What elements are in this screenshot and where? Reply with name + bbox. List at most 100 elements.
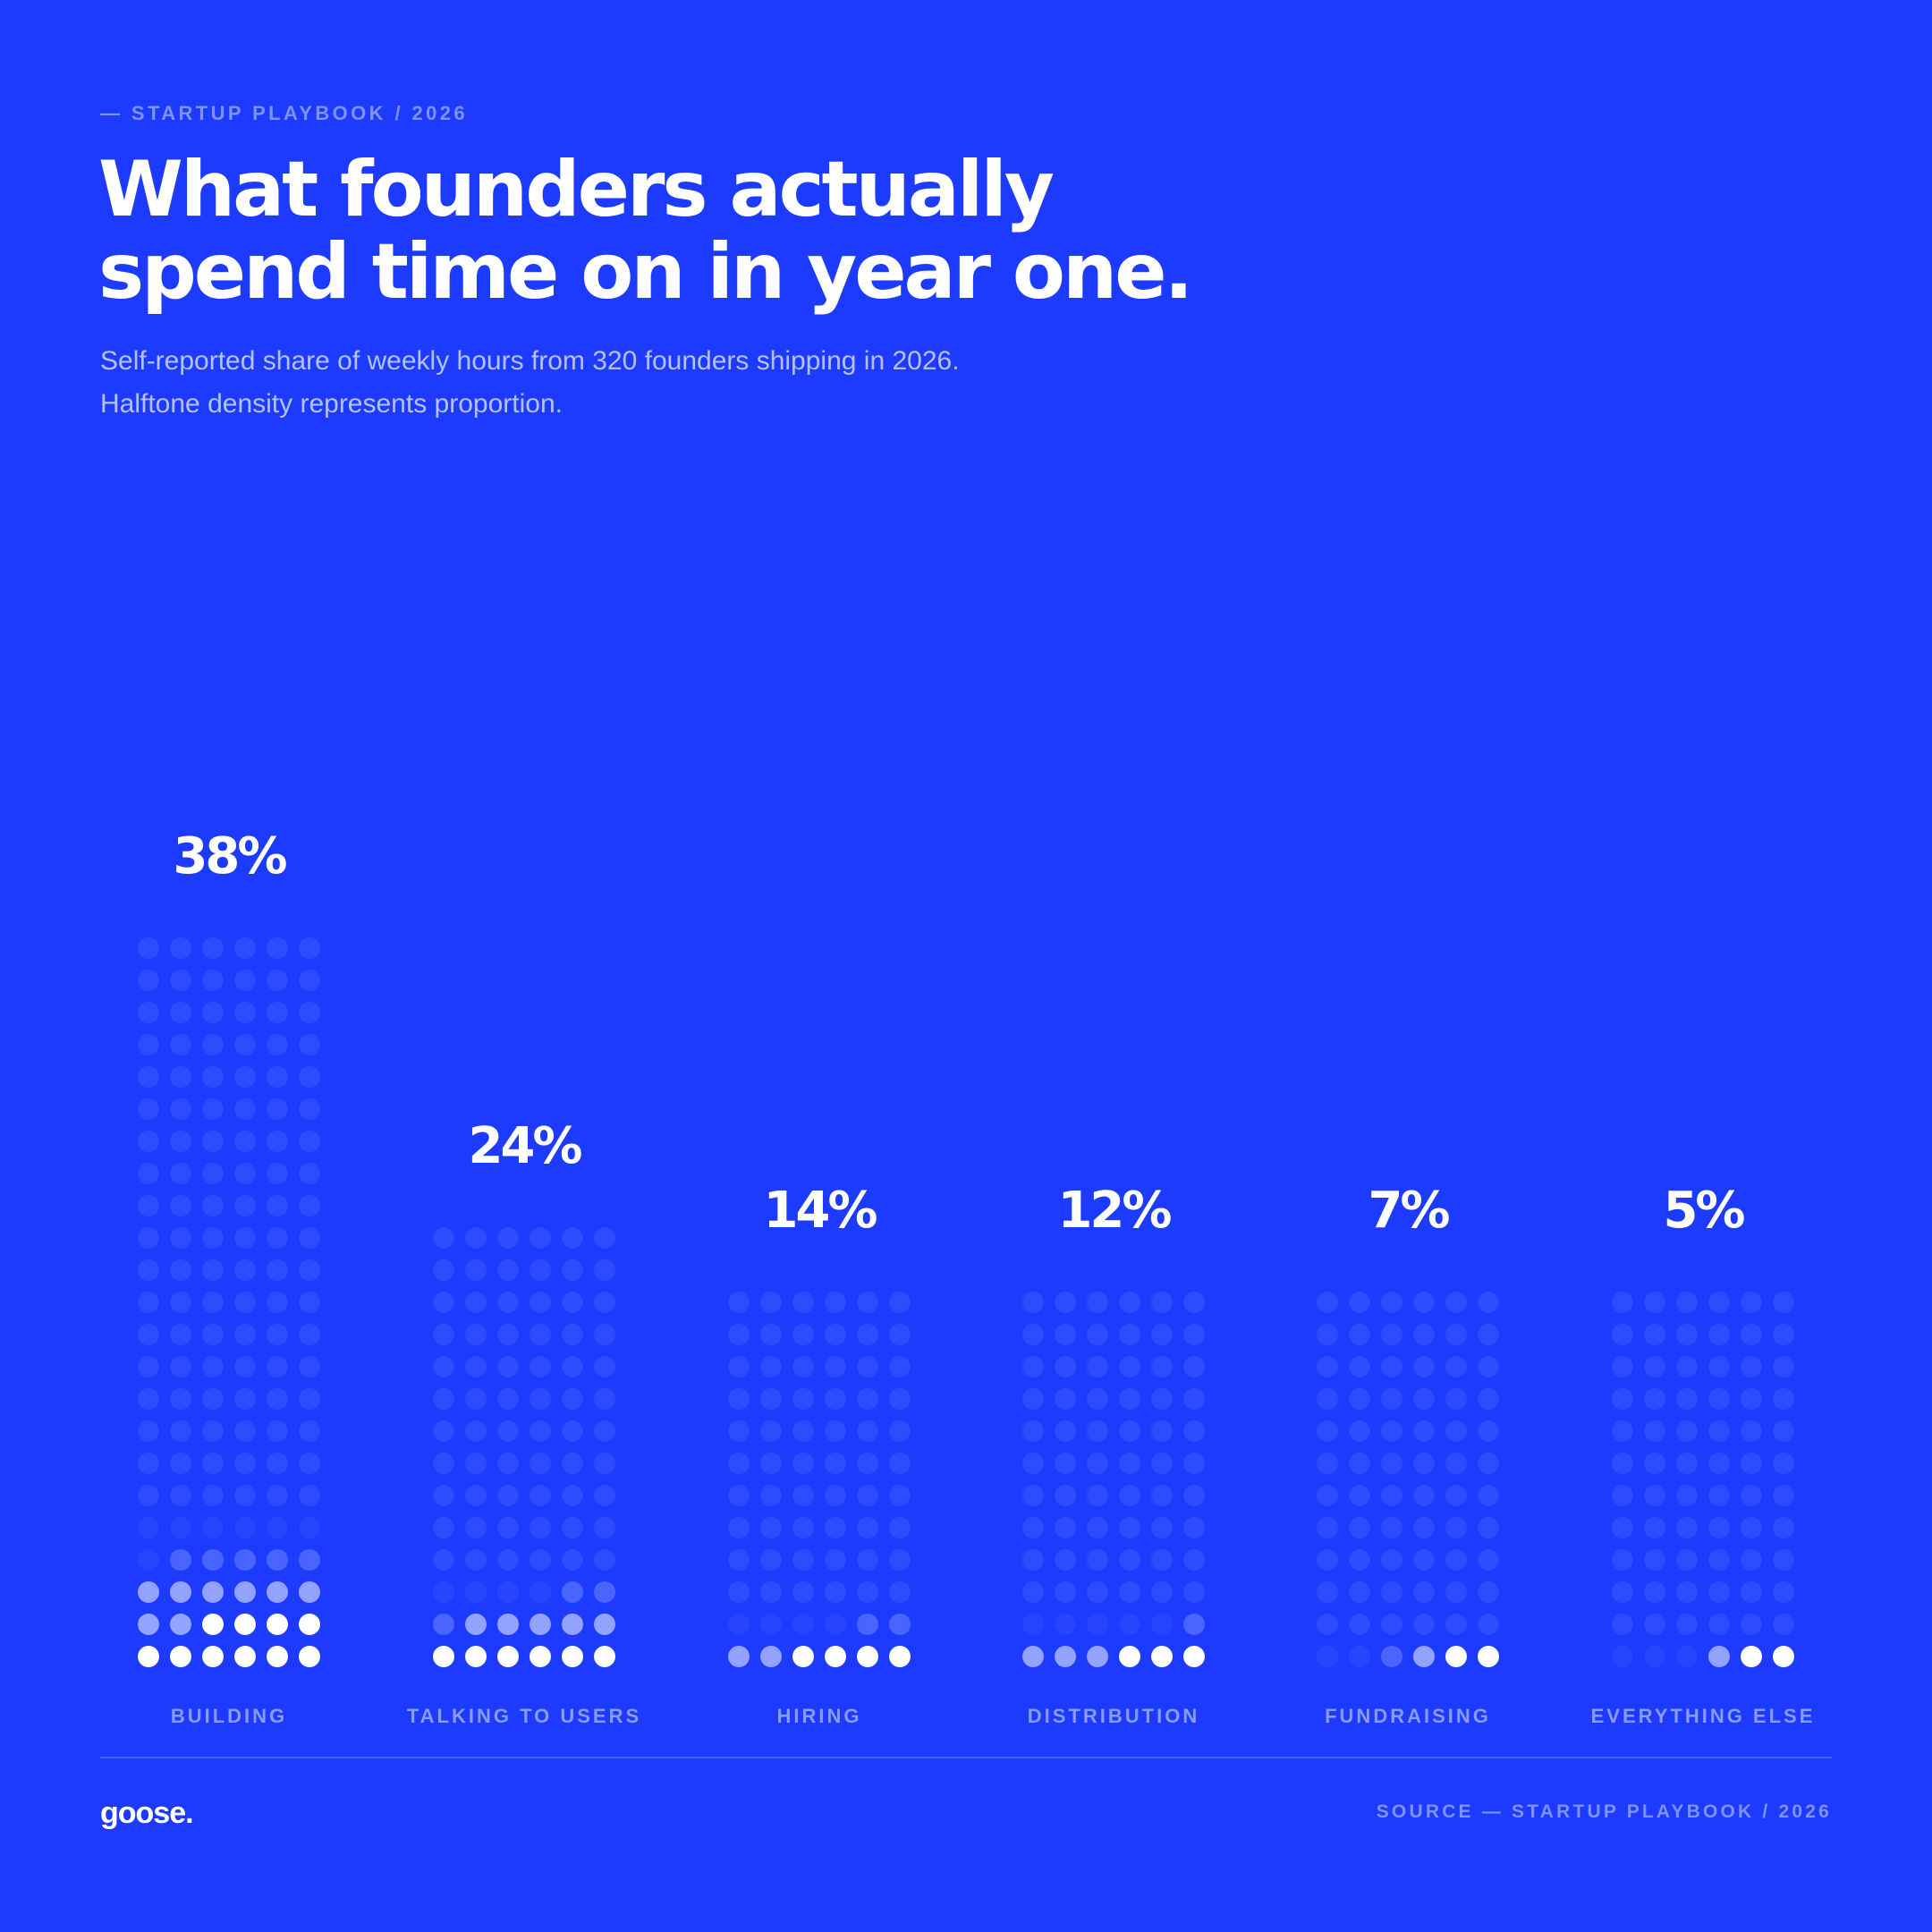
halftone-dot: [1478, 1324, 1499, 1345]
halftone-dot: [1612, 1356, 1633, 1377]
halftone-dot: [594, 1485, 615, 1506]
halftone-dot: [530, 1356, 551, 1377]
halftone-dot: [792, 1485, 814, 1506]
halftone-dot: [234, 1614, 256, 1635]
halftone-dot: [728, 1646, 750, 1667]
halftone-dot: [138, 1259, 159, 1281]
halftone-dot: [857, 1549, 878, 1571]
halftone-dot: [1381, 1581, 1402, 1603]
halftone-dot: [433, 1356, 454, 1377]
halftone-dot: [1022, 1356, 1044, 1377]
halftone-dot: [594, 1646, 615, 1667]
category-label: BUILDING: [170, 1705, 288, 1727]
halftone-dot: [1676, 1485, 1698, 1506]
halftone-dot: [1445, 1324, 1467, 1345]
halftone-dot: [202, 1420, 224, 1442]
halftone-dot: [889, 1549, 911, 1571]
halftone-dot: [299, 937, 320, 959]
halftone-dot: [1773, 1485, 1794, 1506]
halftone-dot: [1317, 1614, 1338, 1635]
halftone-dot: [1381, 1549, 1402, 1571]
halftone-dot: [889, 1517, 911, 1538]
halftone-dot: [1183, 1388, 1205, 1410]
halftone-dot: [1413, 1581, 1435, 1603]
halftone-dot: [1773, 1388, 1794, 1410]
dot-matrix: [138, 937, 320, 1667]
halftone-dot: [299, 1485, 320, 1506]
halftone-dot: [1183, 1549, 1205, 1571]
category-label: TALKING TO USERS: [406, 1705, 642, 1727]
halftone-dot: [792, 1581, 814, 1603]
halftone-dot: [497, 1485, 519, 1506]
value-label: 24%: [468, 1117, 582, 1175]
bar-building: 38% BUILDING: [86, 0, 372, 1735]
halftone-dot: [1413, 1324, 1435, 1345]
halftone-dot: [1055, 1517, 1076, 1538]
halftone-dot: [299, 1002, 320, 1023]
halftone-dot: [530, 1517, 551, 1538]
halftone-dot: [170, 1259, 191, 1281]
halftone-dot: [170, 1549, 191, 1571]
halftone-dot: [138, 1292, 159, 1313]
halftone-dot: [465, 1259, 487, 1281]
bar-talking-to-users: 24% TALKING TO USERS: [381, 0, 667, 1735]
halftone-dot: [267, 1195, 288, 1216]
halftone-dot: [1183, 1581, 1205, 1603]
halftone-dot: [433, 1646, 454, 1667]
halftone-dot: [562, 1614, 583, 1635]
halftone-dot: [1381, 1453, 1402, 1474]
halftone-dot: [792, 1453, 814, 1474]
halftone-dot: [792, 1614, 814, 1635]
halftone-dot: [170, 1098, 191, 1120]
halftone-dot: [1349, 1646, 1370, 1667]
halftone-dot: [1708, 1420, 1730, 1442]
halftone-dot: [202, 1324, 224, 1345]
halftone-dot: [202, 1098, 224, 1120]
halftone-dot: [1022, 1581, 1044, 1603]
halftone-dot: [234, 1259, 256, 1281]
halftone-dot: [530, 1324, 551, 1345]
halftone-dot: [1612, 1485, 1633, 1506]
halftone-dot: [1055, 1324, 1076, 1345]
halftone-dot: [1317, 1646, 1338, 1667]
halftone-dot: [1478, 1388, 1499, 1410]
halftone-dot: [234, 970, 256, 991]
halftone-dot: [1413, 1614, 1435, 1635]
halftone-dot: [760, 1420, 782, 1442]
halftone-dot: [1055, 1420, 1076, 1442]
halftone-dot: [1445, 1581, 1467, 1603]
halftone-dot: [465, 1420, 487, 1442]
halftone-dot: [562, 1646, 583, 1667]
halftone-dot: [594, 1453, 615, 1474]
halftone-dot: [857, 1388, 878, 1410]
halftone-dot: [1445, 1388, 1467, 1410]
dot-matrix: [433, 1227, 615, 1667]
halftone-dot: [1119, 1549, 1140, 1571]
halftone-dot: [1773, 1614, 1794, 1635]
halftone-dot: [530, 1227, 551, 1249]
halftone-dot: [267, 1066, 288, 1088]
halftone-dot: [497, 1453, 519, 1474]
halftone-dot: [1317, 1324, 1338, 1345]
halftone-dot: [792, 1646, 814, 1667]
halftone-dot: [760, 1646, 782, 1667]
value-label: 14%: [763, 1182, 877, 1240]
halftone-dot: [1183, 1356, 1205, 1377]
halftone-dot: [1478, 1453, 1499, 1474]
halftone-dot: [299, 1517, 320, 1538]
halftone-dot: [1183, 1292, 1205, 1313]
halftone-dot: [1022, 1646, 1044, 1667]
halftone-dot: [825, 1292, 846, 1313]
halftone-dot: [728, 1324, 750, 1345]
halftone-dot: [465, 1581, 487, 1603]
halftone-dot: [1151, 1614, 1173, 1635]
halftone-dot: [562, 1485, 583, 1506]
halftone-dot: [1087, 1549, 1108, 1571]
halftone-dot: [1612, 1517, 1633, 1538]
halftone-dot: [594, 1227, 615, 1249]
halftone-dot: [562, 1549, 583, 1571]
halftone-dot: [497, 1356, 519, 1377]
halftone-dot: [1478, 1420, 1499, 1442]
halftone-dot: [497, 1324, 519, 1345]
halftone-dot: [1317, 1420, 1338, 1442]
